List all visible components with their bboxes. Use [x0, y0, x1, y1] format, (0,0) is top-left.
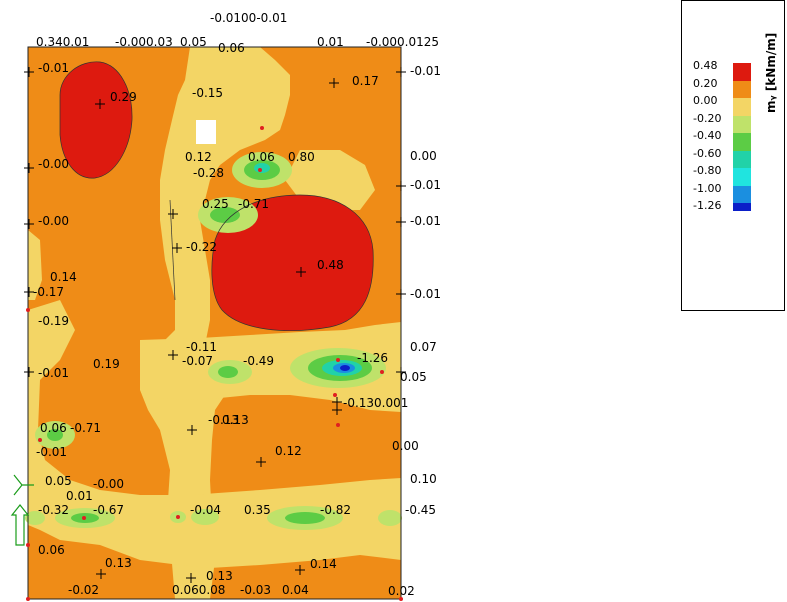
support-points — [26, 126, 403, 601]
label: -0.17 — [33, 285, 64, 299]
label: -0.71 — [70, 421, 101, 435]
label: 0.01 — [66, 489, 93, 503]
label: -1.26 — [357, 351, 388, 365]
label: 0.13 — [222, 413, 249, 427]
label: -0.01 — [410, 64, 441, 78]
label: -0.67 — [93, 503, 124, 517]
contour-value-labels: -0.0100-0.01 0.340.01 -0.000.03 0.05 0.0… — [33, 11, 441, 598]
label: 0.17 — [352, 74, 379, 88]
label: -0.49 — [243, 354, 274, 368]
label: 0.340.01 — [36, 35, 89, 49]
label: -0.03 — [240, 583, 271, 597]
label: -0.02 — [68, 583, 99, 597]
label: -0.07 — [182, 354, 213, 368]
label: 0.25 — [202, 197, 229, 211]
label: 0.14 — [310, 557, 337, 571]
label: 0.12 — [275, 444, 302, 458]
label: 0.48 — [317, 258, 344, 272]
legend-unit-label: mᵧ [kNm/m] — [764, 32, 778, 113]
label: -0.15 — [192, 86, 223, 100]
label: 0.19 — [93, 357, 120, 371]
label: 0.10 — [410, 472, 437, 486]
label: -0.22 — [186, 240, 217, 254]
label: -0.00 — [38, 214, 69, 228]
legend-color-swatch — [733, 80, 751, 98]
label: -0.0100-0.01 — [210, 11, 287, 25]
legend-value-label: -0.80 — [693, 164, 722, 177]
contour-lines — [59, 61, 374, 331]
legend-value-label: -1.00 — [693, 181, 722, 195]
legend-value-label: -0.60 — [693, 146, 722, 160]
label: 0.05 — [45, 474, 72, 488]
legend-color-swatch — [733, 98, 751, 116]
legend-value-label: -1.26 — [693, 199, 722, 212]
legend-value-label: 0.48 — [693, 59, 718, 72]
label: 0.06 — [248, 150, 275, 164]
contour-band-max — [60, 61, 374, 331]
label: -0.01 — [38, 61, 69, 75]
label: 0.80 — [288, 150, 315, 164]
label: 0.13 — [105, 556, 132, 570]
legend-value-label: 0.00 — [693, 94, 718, 107]
color-legend: mᵧ [kNm/m] 0.48 0.20 0.00 -0.20 -0.40 -0.60 -0… — [681, 0, 785, 311]
label: 0.01 — [317, 35, 344, 49]
label: 0.07 — [410, 340, 437, 354]
label: -0.11 — [186, 340, 217, 354]
label: 0.060.08 — [172, 583, 225, 597]
label: 0.04 — [282, 583, 309, 597]
legend-color-swatch — [733, 185, 751, 203]
label: -0.00 — [93, 477, 124, 491]
legend-color-swatch — [733, 203, 751, 211]
label: -0.28 — [193, 166, 224, 180]
legend-value-label: -0.20 — [693, 111, 722, 125]
label: 0.05 — [400, 370, 427, 384]
label: 0.29 — [110, 90, 137, 104]
label: 0.06 — [40, 421, 67, 435]
label: -0.130.001 — [343, 396, 408, 410]
label: 0.05 — [180, 35, 207, 49]
label: 0.35 — [244, 503, 271, 517]
label: -0.13 — [208, 413, 239, 427]
legend-color-swatch — [733, 133, 751, 151]
legend-color-swatch — [733, 115, 751, 133]
max-region-top-left — [60, 61, 133, 179]
max-region-center-right — [211, 195, 374, 331]
contour-band-zero — [28, 47, 401, 599]
label: 0.13 — [206, 569, 233, 583]
label: -0.82 — [320, 503, 351, 517]
label: -0.01 — [36, 445, 67, 459]
label: -0.01 — [410, 287, 441, 301]
node-markers — [24, 67, 406, 583]
axis-symbol — [10, 474, 34, 546]
label: -0.00 — [38, 157, 69, 171]
legend-color-swatch — [733, 150, 751, 168]
label: 0.06 — [218, 41, 245, 55]
label: 0.06 — [38, 543, 65, 557]
label: 0.00 — [410, 149, 437, 163]
label: -0.01 — [410, 214, 441, 228]
label: -0.45 — [405, 503, 436, 517]
legend-color-swatch — [733, 63, 751, 81]
legend-color-swatch — [733, 168, 751, 186]
label: -0.71 — [238, 197, 269, 211]
label: -0.01 — [410, 178, 441, 192]
label: 0.12 — [185, 150, 212, 164]
label: -0.04 — [190, 503, 221, 517]
label: -0.000.0125 — [366, 35, 439, 49]
label: 0.02 — [388, 584, 415, 598]
label: -0.01 — [38, 366, 69, 380]
slab-border — [27, 46, 402, 600]
label: -0.19 — [38, 314, 69, 328]
label: 0.14 — [50, 270, 77, 284]
legend-value-label: 0.20 — [693, 76, 718, 90]
label: 0.00 — [392, 439, 419, 453]
top-gap — [250, 30, 300, 47]
label: -0.32 — [38, 503, 69, 517]
label: -0.000.03 — [115, 35, 173, 49]
opening — [196, 120, 216, 144]
legend-value-label: -0.40 — [693, 129, 722, 142]
